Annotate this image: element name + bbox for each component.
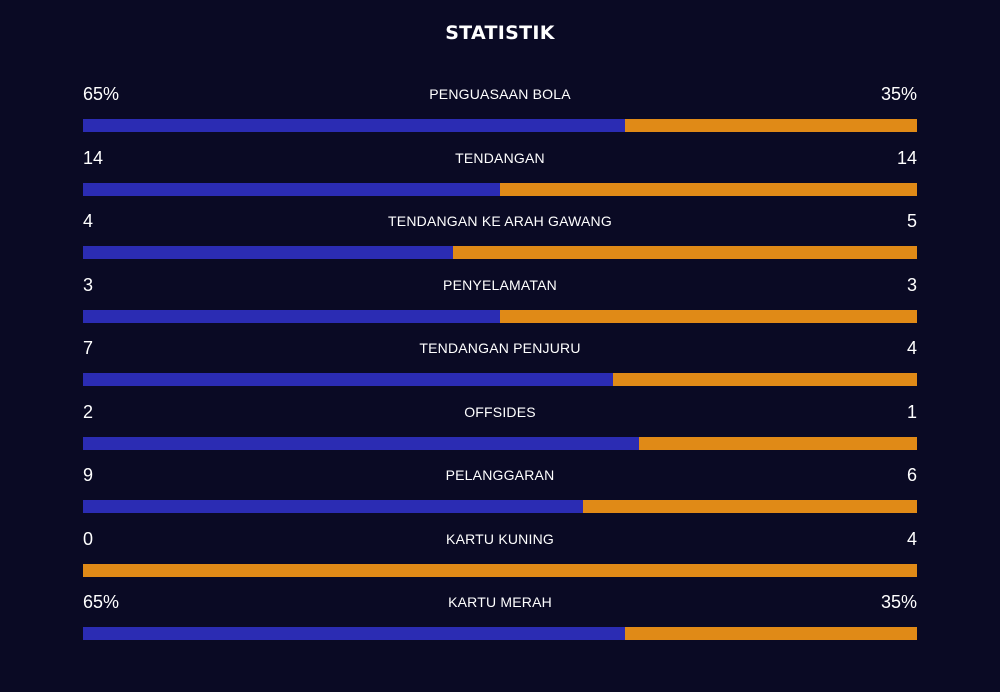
stat-label: PENYELAMATAN	[443, 276, 557, 293]
home-value: 3	[83, 274, 94, 295]
home-value: 4	[83, 211, 94, 231]
home-value: 2	[83, 401, 94, 422]
stat-row-header: 7 TENDANGAN PENJURU 4	[83, 336, 917, 360]
stat-row-pelanggaran: 9 PELANGGARAN 6	[83, 463, 917, 527]
away-bar-fill	[639, 436, 917, 450]
away-bar-fill	[613, 373, 917, 386]
away-bar-fill	[500, 182, 917, 196]
stat-row-header: 65% KARTU MERAH 35%	[83, 590, 917, 614]
stat-label: TENDANGAN PENJURU	[419, 340, 581, 356]
home-value: 0	[83, 528, 94, 549]
comparison-bar	[83, 246, 917, 259]
home-bar-fill	[83, 309, 500, 323]
home-bar-fill	[83, 373, 614, 386]
away-value: 4	[906, 528, 917, 549]
away-bar-fill	[583, 500, 917, 513]
stat-label: KARTU MERAH	[448, 594, 552, 610]
home-bar-fill	[83, 246, 454, 259]
stat-row-header: 0 KARTU KUNING 4	[83, 527, 917, 551]
stat-row-penguasaan-bola: 65% PENGUASAAN BOLA 35%	[83, 82, 917, 146]
stat-label: OFFSIDES	[464, 403, 536, 420]
stat-label: PELANGGARAN	[445, 467, 555, 483]
home-value: 14	[83, 147, 104, 168]
comparison-bar	[83, 563, 917, 577]
away-value: 14	[896, 147, 917, 168]
away-bar-fill	[625, 119, 917, 132]
stat-row-tendangan-ke-arah-gawang: 4 TENDANGAN KE ARAH GAWANG 5	[83, 209, 917, 273]
comparison-bar	[83, 182, 917, 196]
stat-label: PENGUASAAN BOLA	[429, 86, 571, 102]
away-value: 5	[906, 211, 917, 231]
stat-row-offsides: 2 OFFSIDES 1	[83, 400, 917, 464]
away-value: 35%	[880, 84, 917, 104]
stat-row-header: 9 PELANGGARAN 6	[83, 463, 917, 487]
stat-row-tendangan-penjuru: 7 TENDANGAN PENJURU 4	[83, 336, 917, 400]
away-value: 6	[906, 465, 917, 485]
home-value: 9	[83, 465, 94, 485]
away-bar-fill	[453, 246, 917, 259]
away-value: 3	[906, 274, 917, 295]
home-bar-fill	[83, 500, 584, 513]
stat-row-kartu-merah: 65% KARTU MERAH 35%	[83, 590, 917, 654]
stat-row-tendangan: 14 TENDANGAN 14	[83, 146, 917, 210]
stat-label: TENDANGAN	[455, 149, 545, 166]
away-bar-fill	[83, 563, 917, 577]
stat-label: TENDANGAN KE ARAH GAWANG	[388, 213, 612, 229]
home-bar-fill	[83, 436, 640, 450]
comparison-bar	[83, 500, 917, 513]
stat-label: KARTU KUNING	[446, 530, 554, 547]
stat-row-header: 4 TENDANGAN KE ARAH GAWANG 5	[83, 209, 917, 233]
away-value: 35%	[880, 592, 917, 612]
home-bar-fill	[83, 627, 626, 640]
comparison-bar	[83, 373, 917, 386]
comparison-bar	[83, 119, 917, 132]
away-bar-fill	[500, 309, 917, 323]
away-value: 4	[906, 338, 917, 358]
comparison-bar	[83, 627, 917, 640]
stats-list: 65% PENGUASAAN BOLA 35% 14 TENDANGAN 14 …	[83, 82, 917, 654]
comparison-bar	[83, 436, 917, 450]
home-bar-fill	[83, 119, 626, 132]
home-bar-fill	[83, 182, 500, 196]
home-value: 65%	[83, 592, 120, 612]
stat-row-header: 65% PENGUASAAN BOLA 35%	[83, 82, 917, 106]
home-value: 65%	[83, 84, 120, 104]
home-value: 7	[83, 338, 94, 358]
stat-row-header: 14 TENDANGAN 14	[83, 146, 917, 170]
stat-row-header: 3 PENYELAMATAN 3	[83, 273, 917, 297]
stat-row-kartu-kuning: 0 KARTU KUNING 4	[83, 527, 917, 591]
stat-row-header: 2 OFFSIDES 1	[83, 400, 917, 424]
comparison-bar	[83, 309, 917, 323]
page-title: STATISTIK	[445, 22, 555, 44]
away-bar-fill	[625, 627, 917, 640]
stat-row-penyelamatan: 3 PENYELAMATAN 3	[83, 273, 917, 337]
away-value: 1	[906, 401, 917, 422]
